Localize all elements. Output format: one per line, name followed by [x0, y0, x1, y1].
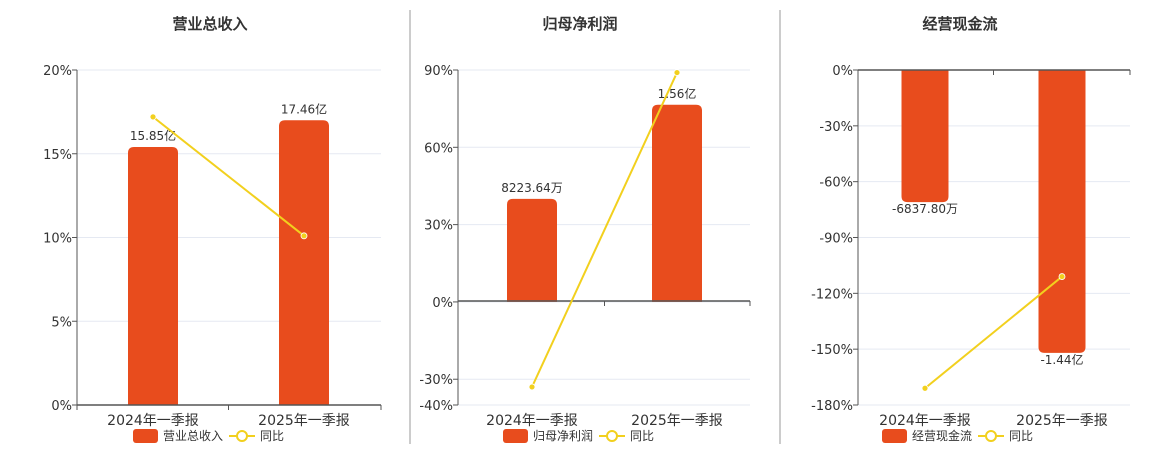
bar-data-label: 15.85亿 [130, 128, 176, 143]
chart-title: 归母净利润 [542, 15, 617, 33]
yoy-point-1 [528, 383, 536, 391]
bar-data-label: -6837.80万 [892, 202, 958, 216]
y-tick-label: 20% [43, 64, 72, 79]
legend-bar-swatch [882, 429, 907, 443]
y-tick-label: 90% [424, 64, 453, 79]
bar-data-label: 1.56亿 [658, 86, 697, 101]
y-tick-label: 0% [832, 64, 853, 79]
y-tick-label: 10% [43, 232, 72, 247]
y-tick-label: -30% [819, 120, 853, 135]
legend-line-marker [236, 430, 248, 442]
legend-line-marker [985, 430, 997, 442]
chart-title: 营业总收入 [172, 15, 247, 33]
bar-data-label: 17.46亿 [281, 101, 327, 116]
bar-data-label: 8223.64万 [501, 181, 563, 195]
y-tick-label: 30% [424, 219, 453, 234]
yoy-line [152, 116, 305, 237]
bar-2 [1038, 70, 1086, 353]
legend-line-label: 同比 [1009, 429, 1033, 443]
legend-line-marker [606, 430, 618, 442]
chart-title: 经营现金流 [922, 15, 997, 33]
legend-bar-label: 营业总收入 [163, 429, 223, 443]
legend-bar-label: 经营现金流 [912, 428, 972, 443]
bar-1 [507, 198, 557, 302]
x-category-label: 2025年一季报 [258, 413, 350, 429]
bar-data-label: -1.44亿 [1040, 352, 1083, 367]
x-category-label: 2025年一季报 [1016, 413, 1108, 429]
y-tick-label: -30% [419, 373, 453, 388]
y-tick-label: 0% [432, 296, 453, 311]
y-tick-label: 60% [424, 141, 453, 156]
yoy-point-2 [1058, 273, 1066, 280]
x-category-label: 2024年一季报 [486, 413, 578, 429]
yoy-point-2 [300, 232, 308, 240]
y-tick-label: 0% [51, 399, 72, 414]
y-tick-label: 5% [51, 315, 72, 330]
y-tick-label: -180% [811, 399, 853, 414]
yoy-point-2 [673, 69, 681, 76]
y-tick-label: 15% [43, 148, 72, 163]
x-category-label: 2024年一季报 [879, 413, 971, 429]
yoy-line [531, 72, 678, 388]
y-tick-label: -120% [811, 287, 853, 302]
legend-line-label: 同比 [260, 429, 284, 443]
legend-bar-swatch [133, 429, 158, 443]
y-tick-label: -150% [811, 343, 853, 358]
bar-2 [279, 120, 329, 405]
yoy-line [924, 275, 1063, 390]
x-category-label: 2024年一季报 [107, 413, 199, 429]
legend-bar-label: 归母净利润 [533, 429, 593, 443]
legend-line-label: 同比 [630, 429, 654, 443]
yoy-point-1 [921, 384, 929, 392]
bar-1 [128, 147, 178, 406]
bar-2 [652, 104, 702, 302]
bar-1 [901, 70, 949, 203]
legend-bar-swatch [503, 429, 528, 443]
y-tick-label: -60% [819, 176, 853, 191]
yoy-point-1 [149, 113, 157, 121]
x-category-label: 2025年一季报 [631, 413, 723, 429]
y-tick-label: -90% [819, 232, 853, 247]
y-tick-label: -40% [419, 399, 453, 414]
